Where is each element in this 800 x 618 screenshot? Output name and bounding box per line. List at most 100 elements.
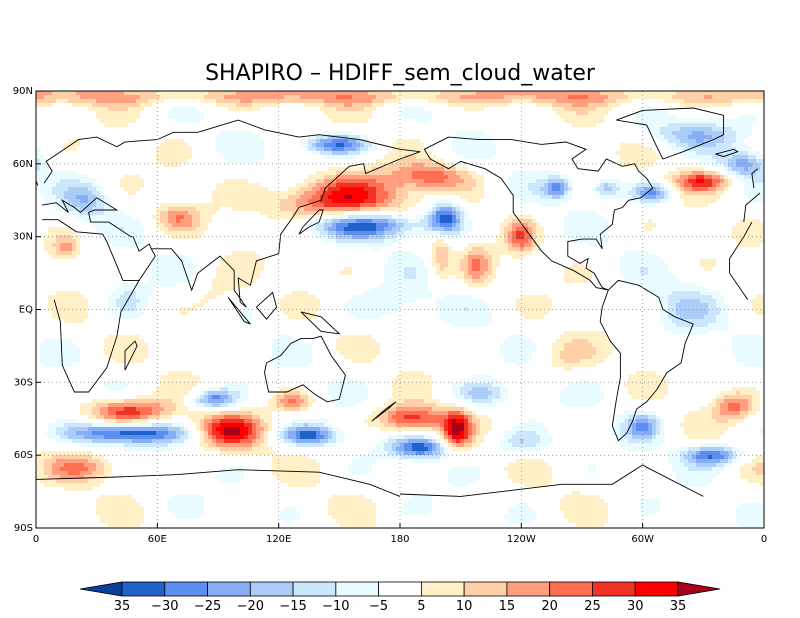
field-cell bbox=[528, 311, 532, 315]
field-cell bbox=[180, 107, 184, 111]
field-cell bbox=[44, 235, 48, 239]
field-cell bbox=[96, 219, 100, 223]
field-cell bbox=[228, 147, 232, 151]
field-cell bbox=[248, 251, 252, 255]
field-cell bbox=[136, 295, 140, 299]
field-cell bbox=[384, 199, 388, 203]
field-cell bbox=[416, 179, 420, 183]
field-cell bbox=[464, 91, 468, 95]
field-cell bbox=[268, 211, 272, 215]
field-cell bbox=[616, 151, 620, 155]
field-cell bbox=[308, 227, 312, 231]
field-cell bbox=[360, 223, 364, 227]
field-cell bbox=[208, 295, 212, 299]
field-cell bbox=[176, 215, 180, 219]
field-cell bbox=[324, 95, 328, 99]
field-cell bbox=[376, 227, 380, 231]
field-cell bbox=[508, 251, 512, 255]
field-cell bbox=[240, 267, 244, 271]
field-cell bbox=[144, 299, 148, 303]
field-cell bbox=[448, 223, 452, 227]
field-cell bbox=[80, 103, 84, 107]
field-cell bbox=[736, 163, 740, 167]
field-cell bbox=[708, 151, 712, 155]
field-cell bbox=[228, 203, 232, 207]
field-cell bbox=[444, 171, 448, 175]
field-cell bbox=[360, 203, 364, 207]
field-cell bbox=[244, 255, 248, 259]
field-cell bbox=[248, 319, 252, 323]
field-cell bbox=[92, 179, 96, 183]
field-cell bbox=[676, 299, 680, 303]
field-cell bbox=[528, 183, 532, 187]
field-cell bbox=[536, 179, 540, 183]
field-cell bbox=[664, 299, 668, 303]
field-cell bbox=[276, 215, 280, 219]
field-cell bbox=[760, 95, 764, 99]
field-cell bbox=[512, 227, 516, 231]
field-cell bbox=[672, 95, 676, 99]
field-cell bbox=[156, 275, 160, 279]
field-cell bbox=[716, 99, 720, 103]
field-cell bbox=[708, 291, 712, 295]
field-cell bbox=[368, 167, 372, 171]
field-cell bbox=[412, 91, 416, 95]
field-cell bbox=[752, 195, 756, 199]
field-cell bbox=[116, 335, 120, 339]
field-cell bbox=[688, 139, 692, 143]
field-cell bbox=[232, 195, 236, 199]
field-cell bbox=[744, 223, 748, 227]
field-cell bbox=[124, 343, 128, 347]
field-cell bbox=[368, 179, 372, 183]
field-cell bbox=[112, 231, 116, 235]
field-cell bbox=[264, 211, 268, 215]
field-cell bbox=[260, 187, 264, 191]
field-cell bbox=[592, 103, 596, 107]
field-cell bbox=[672, 283, 676, 287]
field-cell bbox=[348, 151, 352, 155]
field-cell bbox=[236, 283, 240, 287]
field-cell bbox=[640, 143, 644, 147]
field-cell bbox=[404, 231, 408, 235]
field-cell bbox=[464, 195, 468, 199]
field-cell bbox=[220, 95, 224, 99]
field-cell bbox=[296, 203, 300, 207]
field-cell bbox=[192, 219, 196, 223]
field-cell bbox=[352, 219, 356, 223]
field-cell bbox=[40, 163, 44, 167]
field-cell bbox=[168, 223, 172, 227]
field-cell bbox=[376, 171, 380, 175]
field-cell bbox=[48, 99, 52, 103]
field-cell bbox=[360, 143, 364, 147]
field-cell bbox=[56, 99, 60, 103]
field-cell bbox=[536, 175, 540, 179]
field-cell bbox=[680, 291, 684, 295]
field-cell bbox=[356, 167, 360, 171]
field-cell bbox=[580, 115, 584, 119]
field-cell bbox=[756, 171, 760, 175]
field-cell bbox=[292, 299, 296, 303]
field-cell bbox=[460, 227, 464, 231]
field-cell bbox=[664, 291, 668, 295]
field-cell bbox=[164, 267, 168, 271]
field-cell bbox=[396, 91, 400, 95]
field-cell bbox=[280, 99, 284, 103]
field-cell bbox=[56, 179, 60, 183]
field-cell bbox=[592, 215, 596, 219]
field-cell bbox=[496, 243, 500, 247]
field-cell bbox=[248, 143, 252, 147]
field-cell bbox=[664, 323, 668, 327]
field-cell bbox=[360, 239, 364, 243]
field-cell bbox=[456, 223, 460, 227]
field-cell bbox=[520, 235, 524, 239]
field-cell bbox=[192, 207, 196, 211]
field-cell bbox=[756, 303, 760, 307]
field-cell bbox=[68, 343, 72, 347]
field-cell bbox=[540, 315, 544, 319]
field-cell bbox=[452, 307, 456, 311]
field-cell bbox=[748, 155, 752, 159]
field-cell bbox=[396, 219, 400, 223]
field-cell bbox=[140, 179, 144, 183]
field-cell bbox=[64, 311, 68, 315]
field-cell bbox=[728, 139, 732, 143]
